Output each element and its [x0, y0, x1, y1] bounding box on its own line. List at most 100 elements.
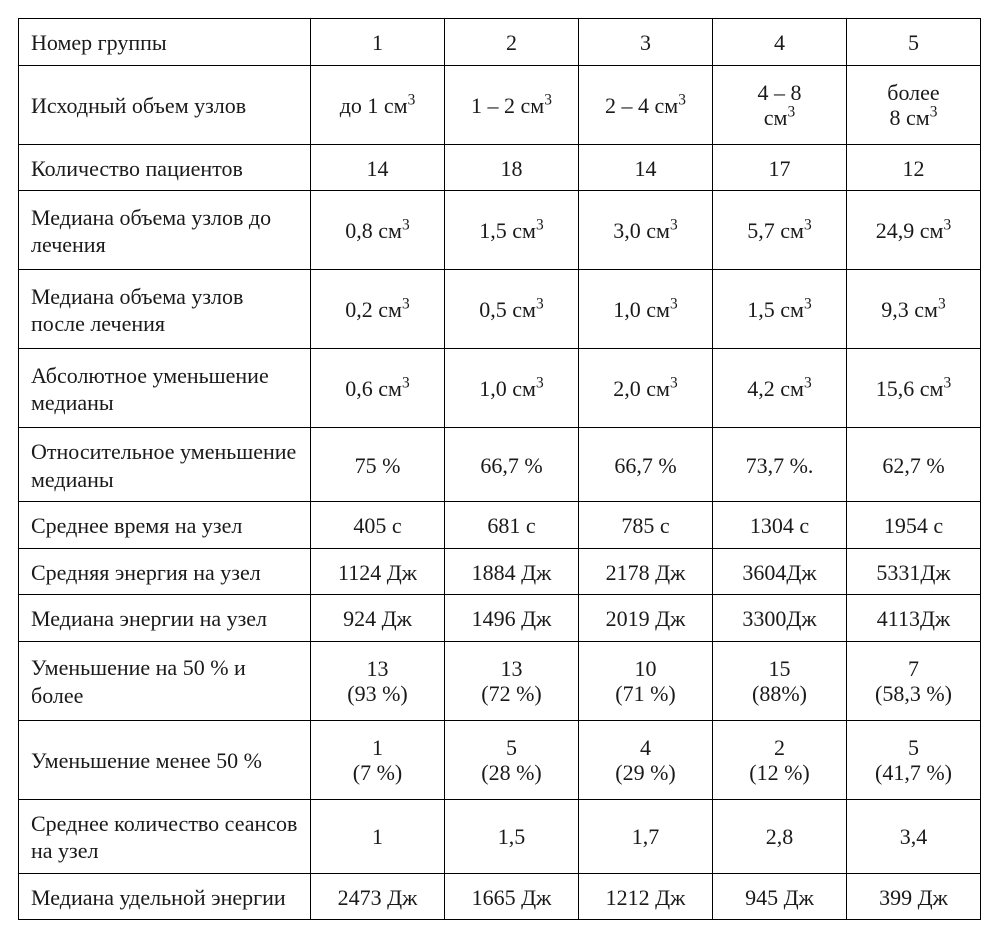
table-cell: 405 с [311, 502, 445, 549]
table-cell: 2019 Дж [579, 595, 713, 642]
table-cell: 1954 с [847, 502, 981, 549]
table-cell: 66,7 % [579, 428, 713, 502]
table-cell: 2(12 %) [713, 720, 847, 799]
table-cell: до 1 см3 [311, 65, 445, 144]
table-cell: 1496 Дж [445, 595, 579, 642]
table-cell: 15,6 см3 [847, 349, 981, 428]
table-cell: 681 с [445, 502, 579, 549]
table-row: Среднее количество сеансов на узел11,51,… [19, 799, 981, 873]
row-label: Номер группы [19, 19, 311, 66]
table-cell: 2 [445, 19, 579, 66]
table-cell: 5 [847, 19, 981, 66]
table-cell: 3,4 [847, 799, 981, 873]
table-cell: более8 см3 [847, 65, 981, 144]
table-cell: 4,2 см3 [713, 349, 847, 428]
table-cell: 3 [579, 19, 713, 66]
table-cell: 1,5 см3 [713, 270, 847, 349]
table-row: Уменьшение менее 50 %1(7 %)5(28 %)4(29 %… [19, 720, 981, 799]
table-cell: 1124 Дж [311, 548, 445, 595]
table-cell: 2178 Дж [579, 548, 713, 595]
row-label: Количество пациентов [19, 144, 311, 191]
table-cell: 1884 Дж [445, 548, 579, 595]
table-cell: 17 [713, 144, 847, 191]
row-label: Абсолютное уменьшение медианы [19, 349, 311, 428]
table-cell: 66,7 % [445, 428, 579, 502]
table-cell: 1 – 2 см3 [445, 65, 579, 144]
table-row: Абсолютное уменьшение медианы0,6 см31,0 … [19, 349, 981, 428]
table-cell: 15(88%) [713, 641, 847, 720]
table-row: Уменьшение на 50 % и более13(93 %)13(72 … [19, 641, 981, 720]
table-cell: 4 [713, 19, 847, 66]
table-cell: 4113Дж [847, 595, 981, 642]
table-cell: 924 Дж [311, 595, 445, 642]
table-row: Медиана объема узлов до лечения0,8 см31,… [19, 191, 981, 270]
table-cell: 3604Дж [713, 548, 847, 595]
table-cell: 13(93 %) [311, 641, 445, 720]
table-cell: 18 [445, 144, 579, 191]
table-cell: 4(29 %) [579, 720, 713, 799]
table-cell: 1665 Дж [445, 873, 579, 920]
table-cell: 14 [579, 144, 713, 191]
table-cell: 13(72 %) [445, 641, 579, 720]
table-cell: 1,0 см3 [579, 270, 713, 349]
table-cell: 7(58,3 %) [847, 641, 981, 720]
table-cell: 0,5 см3 [445, 270, 579, 349]
table-cell: 1 [311, 19, 445, 66]
table-cell: 75 % [311, 428, 445, 502]
table-cell: 9,3 см3 [847, 270, 981, 349]
table-cell: 5331Дж [847, 548, 981, 595]
table-cell: 2473 Дж [311, 873, 445, 920]
table-cell: 1304 с [713, 502, 847, 549]
table-cell: 14 [311, 144, 445, 191]
table-cell: 785 с [579, 502, 713, 549]
table-cell: 3300Дж [713, 595, 847, 642]
row-label: Исходный объем узлов [19, 65, 311, 144]
table-row: Медиана энергии на узел924 Дж1496 Дж2019… [19, 595, 981, 642]
table-cell: 945 Дж [713, 873, 847, 920]
table-cell: 5(28 %) [445, 720, 579, 799]
table-cell: 10(71 %) [579, 641, 713, 720]
row-label: Среднее время на узел [19, 502, 311, 549]
table-cell: 1,5 [445, 799, 579, 873]
table-cell: 62,7 % [847, 428, 981, 502]
table-cell: 5,7 см3 [713, 191, 847, 270]
table-cell: 0,8 см3 [311, 191, 445, 270]
table-row: Относительное уменьшение медианы75 %66,7… [19, 428, 981, 502]
table-cell: 1,0 см3 [445, 349, 579, 428]
table-cell: 0,2 см3 [311, 270, 445, 349]
table-row: Номер группы12345 [19, 19, 981, 66]
row-label: Уменьшение на 50 % и более [19, 641, 311, 720]
table-cell: 12 [847, 144, 981, 191]
table-cell: 0,6 см3 [311, 349, 445, 428]
row-label: Медиана объема узлов до лечения [19, 191, 311, 270]
table-cell: 2,8 [713, 799, 847, 873]
table-cell: 5(41,7 %) [847, 720, 981, 799]
table-row: Медиана объема узлов после лечения0,2 см… [19, 270, 981, 349]
table-cell: 24,9 см3 [847, 191, 981, 270]
table-row: Количество пациентов1418141712 [19, 144, 981, 191]
row-label: Медиана удельной энергии [19, 873, 311, 920]
row-label: Относительное уменьшение медианы [19, 428, 311, 502]
row-label: Медиана энергии на узел [19, 595, 311, 642]
table-cell: 73,7 %. [713, 428, 847, 502]
table-row: Исходный объем узловдо 1 см31 – 2 см32 –… [19, 65, 981, 144]
table-cell: 4 – 8см3 [713, 65, 847, 144]
table-cell: 1(7 %) [311, 720, 445, 799]
results-table: Номер группы12345Исходный объем узловдо … [18, 18, 981, 920]
table-cell: 1212 Дж [579, 873, 713, 920]
table-cell: 1 [311, 799, 445, 873]
table-cell: 1,5 см3 [445, 191, 579, 270]
table-cell: 2,0 см3 [579, 349, 713, 428]
table-row: Медиана удельной энергии2473 Дж1665 Дж12… [19, 873, 981, 920]
row-label: Уменьшение менее 50 % [19, 720, 311, 799]
table-body: Номер группы12345Исходный объем узловдо … [19, 19, 981, 920]
table-cell: 2 – 4 см3 [579, 65, 713, 144]
row-label: Средняя энергия на узел [19, 548, 311, 595]
table-row: Среднее время на узел405 с681 с785 с1304… [19, 502, 981, 549]
table-cell: 3,0 см3 [579, 191, 713, 270]
table-cell: 1,7 [579, 799, 713, 873]
table-row: Средняя энергия на узел1124 Дж1884 Дж217… [19, 548, 981, 595]
row-label: Медиана объема узлов после лечения [19, 270, 311, 349]
table-cell: 399 Дж [847, 873, 981, 920]
row-label: Среднее количество сеансов на узел [19, 799, 311, 873]
